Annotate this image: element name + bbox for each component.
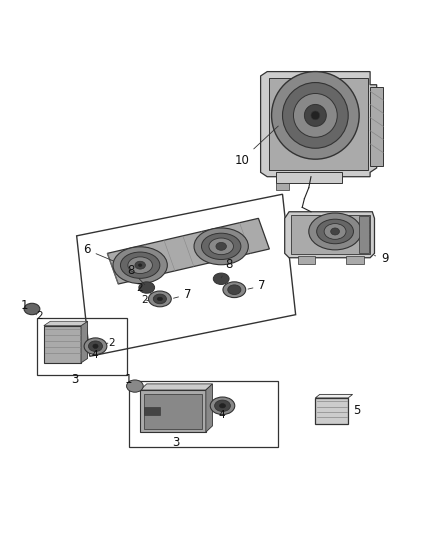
Polygon shape bbox=[298, 255, 315, 264]
Ellipse shape bbox=[128, 257, 152, 273]
Ellipse shape bbox=[219, 403, 226, 408]
Text: 4: 4 bbox=[218, 410, 225, 421]
Text: 1: 1 bbox=[21, 298, 28, 312]
Ellipse shape bbox=[148, 291, 171, 307]
Text: 3: 3 bbox=[172, 436, 179, 449]
Polygon shape bbox=[269, 78, 368, 170]
Ellipse shape bbox=[317, 219, 353, 244]
Ellipse shape bbox=[201, 233, 241, 260]
Ellipse shape bbox=[324, 223, 346, 239]
Polygon shape bbox=[144, 393, 202, 429]
Polygon shape bbox=[315, 394, 353, 398]
Polygon shape bbox=[276, 172, 342, 183]
Ellipse shape bbox=[120, 252, 160, 278]
Polygon shape bbox=[285, 212, 374, 258]
Polygon shape bbox=[370, 87, 383, 166]
Ellipse shape bbox=[213, 273, 229, 285]
Ellipse shape bbox=[153, 294, 166, 304]
Polygon shape bbox=[140, 384, 212, 390]
Ellipse shape bbox=[293, 93, 337, 138]
Ellipse shape bbox=[309, 213, 361, 250]
Ellipse shape bbox=[127, 380, 143, 392]
Polygon shape bbox=[315, 398, 348, 424]
Text: 8: 8 bbox=[127, 263, 145, 285]
Ellipse shape bbox=[331, 228, 339, 235]
Polygon shape bbox=[107, 219, 269, 284]
Ellipse shape bbox=[84, 338, 107, 354]
Text: 2: 2 bbox=[36, 311, 43, 320]
Ellipse shape bbox=[216, 243, 226, 251]
Ellipse shape bbox=[304, 104, 326, 126]
Ellipse shape bbox=[194, 228, 248, 265]
Ellipse shape bbox=[157, 297, 162, 301]
Polygon shape bbox=[276, 183, 289, 190]
Text: 3: 3 bbox=[71, 373, 78, 385]
Ellipse shape bbox=[215, 400, 230, 411]
Text: 1: 1 bbox=[125, 373, 132, 386]
Text: 6: 6 bbox=[83, 244, 113, 261]
Text: 7: 7 bbox=[173, 288, 191, 301]
Text: 9: 9 bbox=[374, 252, 389, 265]
Text: 7: 7 bbox=[248, 279, 266, 292]
Ellipse shape bbox=[283, 83, 348, 148]
Text: 10: 10 bbox=[234, 126, 278, 167]
Ellipse shape bbox=[113, 247, 167, 284]
Polygon shape bbox=[144, 407, 160, 415]
Ellipse shape bbox=[272, 71, 359, 159]
Polygon shape bbox=[346, 255, 364, 264]
Ellipse shape bbox=[24, 303, 40, 314]
Ellipse shape bbox=[311, 111, 320, 120]
Polygon shape bbox=[291, 215, 370, 254]
Polygon shape bbox=[140, 390, 206, 432]
Ellipse shape bbox=[88, 341, 102, 351]
Polygon shape bbox=[359, 216, 369, 253]
Polygon shape bbox=[261, 71, 377, 177]
Text: 8: 8 bbox=[221, 258, 233, 278]
Ellipse shape bbox=[223, 282, 246, 297]
Ellipse shape bbox=[139, 282, 155, 293]
Ellipse shape bbox=[93, 344, 98, 349]
Polygon shape bbox=[81, 321, 88, 363]
Polygon shape bbox=[44, 321, 88, 326]
Polygon shape bbox=[206, 384, 212, 432]
Text: 2: 2 bbox=[141, 295, 148, 305]
Ellipse shape bbox=[209, 238, 233, 255]
Ellipse shape bbox=[135, 261, 145, 269]
Text: 2: 2 bbox=[109, 338, 115, 348]
Text: 4: 4 bbox=[91, 350, 98, 360]
Text: 5: 5 bbox=[353, 403, 361, 417]
Polygon shape bbox=[44, 326, 81, 363]
Ellipse shape bbox=[138, 264, 142, 266]
Ellipse shape bbox=[210, 397, 235, 415]
Ellipse shape bbox=[228, 285, 241, 295]
Text: 2: 2 bbox=[136, 284, 142, 293]
